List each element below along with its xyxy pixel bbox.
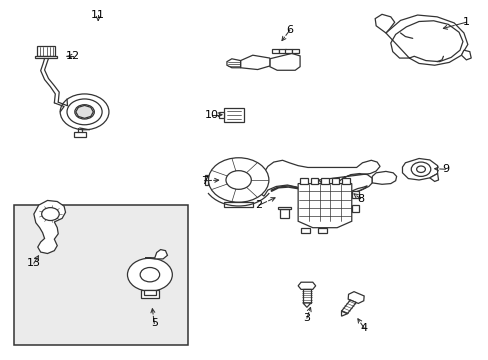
Circle shape [41,208,59,221]
Polygon shape [300,178,307,184]
Text: 8: 8 [356,194,364,204]
Text: 7: 7 [201,176,208,186]
Polygon shape [337,207,350,209]
Polygon shape [371,171,396,184]
Polygon shape [299,209,308,218]
Polygon shape [278,207,290,209]
Polygon shape [339,209,348,218]
Polygon shape [341,178,349,184]
Polygon shape [310,178,318,184]
Polygon shape [320,209,329,218]
Text: 1: 1 [462,17,469,27]
Polygon shape [144,290,156,296]
Polygon shape [145,249,167,259]
Polygon shape [347,292,364,303]
Circle shape [410,162,430,176]
Polygon shape [34,201,65,253]
Polygon shape [226,59,240,68]
Text: 11: 11 [91,10,105,20]
Polygon shape [37,46,55,56]
Text: 9: 9 [441,164,448,174]
Circle shape [67,99,102,125]
Polygon shape [300,228,310,233]
Text: 5: 5 [150,319,158,328]
Circle shape [225,171,251,189]
Polygon shape [205,175,208,185]
Polygon shape [351,205,358,212]
Polygon shape [341,311,346,316]
Polygon shape [76,105,93,118]
Polygon shape [74,132,85,137]
Text: 10: 10 [205,110,219,120]
Circle shape [75,105,94,119]
Polygon shape [141,290,158,298]
Polygon shape [35,56,57,58]
Text: 3: 3 [303,313,310,323]
Polygon shape [374,14,394,33]
Text: 12: 12 [66,51,80,61]
Polygon shape [269,53,300,70]
Polygon shape [278,49,285,53]
Polygon shape [297,207,310,209]
Circle shape [140,267,159,282]
Text: 4: 4 [360,323,367,333]
Circle shape [60,94,109,130]
Text: 6: 6 [286,25,293,35]
Polygon shape [461,50,470,60]
Polygon shape [341,300,355,314]
Polygon shape [429,174,438,181]
Circle shape [208,158,268,202]
Polygon shape [271,186,366,197]
Polygon shape [351,191,358,198]
Polygon shape [279,209,289,218]
Polygon shape [291,49,298,53]
Polygon shape [224,108,243,122]
Polygon shape [321,178,328,184]
Polygon shape [303,289,310,303]
Polygon shape [402,158,437,180]
Polygon shape [219,112,224,118]
Polygon shape [240,55,269,69]
Circle shape [416,166,425,172]
Polygon shape [298,184,351,228]
Polygon shape [285,49,291,53]
Text: 13: 13 [27,258,41,268]
Polygon shape [318,207,330,209]
Text: 2: 2 [255,200,262,210]
Polygon shape [317,228,327,233]
Bar [14,205,188,345]
Polygon shape [385,15,467,65]
Polygon shape [261,160,379,197]
Polygon shape [331,178,339,184]
Circle shape [127,258,172,291]
Polygon shape [298,282,315,289]
Polygon shape [272,49,279,53]
Polygon shape [303,303,310,307]
Polygon shape [224,202,253,207]
